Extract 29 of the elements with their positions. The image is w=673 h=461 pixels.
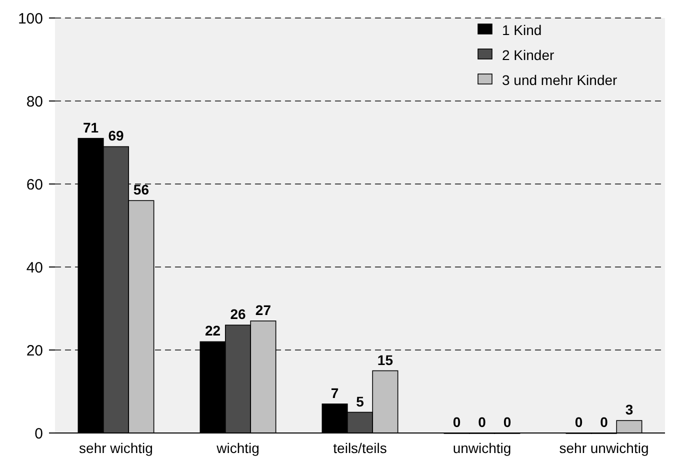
- data-label: 0: [478, 414, 486, 430]
- y-tick-label: 20: [26, 342, 43, 360]
- x-tick-label: sehr unwichtig: [559, 440, 649, 456]
- data-label: 22: [205, 322, 221, 339]
- data-label: 27: [255, 302, 272, 318]
- data-label: 26: [230, 306, 246, 322]
- data-label: 0: [600, 414, 608, 430]
- y-tick-label: 60: [26, 176, 43, 194]
- x-tick-label: teils/teils: [333, 440, 387, 456]
- data-label: 0: [574, 414, 583, 430]
- legend-label: 2 Kinder: [502, 46, 554, 63]
- y-tick-label: 0: [34, 425, 43, 442]
- x-tick-label: wichtig: [216, 440, 260, 456]
- y-tick-label: 100: [18, 10, 43, 28]
- legend-label: 1 Kind: [502, 22, 542, 38]
- data-label: 5: [356, 393, 364, 410]
- x-tick-label: unwichtig: [452, 440, 512, 456]
- legend-label: 3 und mehr Kinder: [502, 72, 618, 88]
- y-tick-label: 40: [26, 259, 43, 276]
- x-tick-label: sehr wichtig: [79, 440, 153, 456]
- data-label: 0: [503, 414, 512, 430]
- data-label: 3: [625, 402, 634, 418]
- data-label: 71: [83, 119, 99, 136]
- y-tick-label: 80: [26, 93, 43, 110]
- data-label: 7: [330, 384, 339, 401]
- data-label: 15: [377, 352, 394, 368]
- data-label: 69: [108, 128, 124, 144]
- data-label: 0: [452, 414, 461, 430]
- data-label: 56: [133, 182, 150, 198]
